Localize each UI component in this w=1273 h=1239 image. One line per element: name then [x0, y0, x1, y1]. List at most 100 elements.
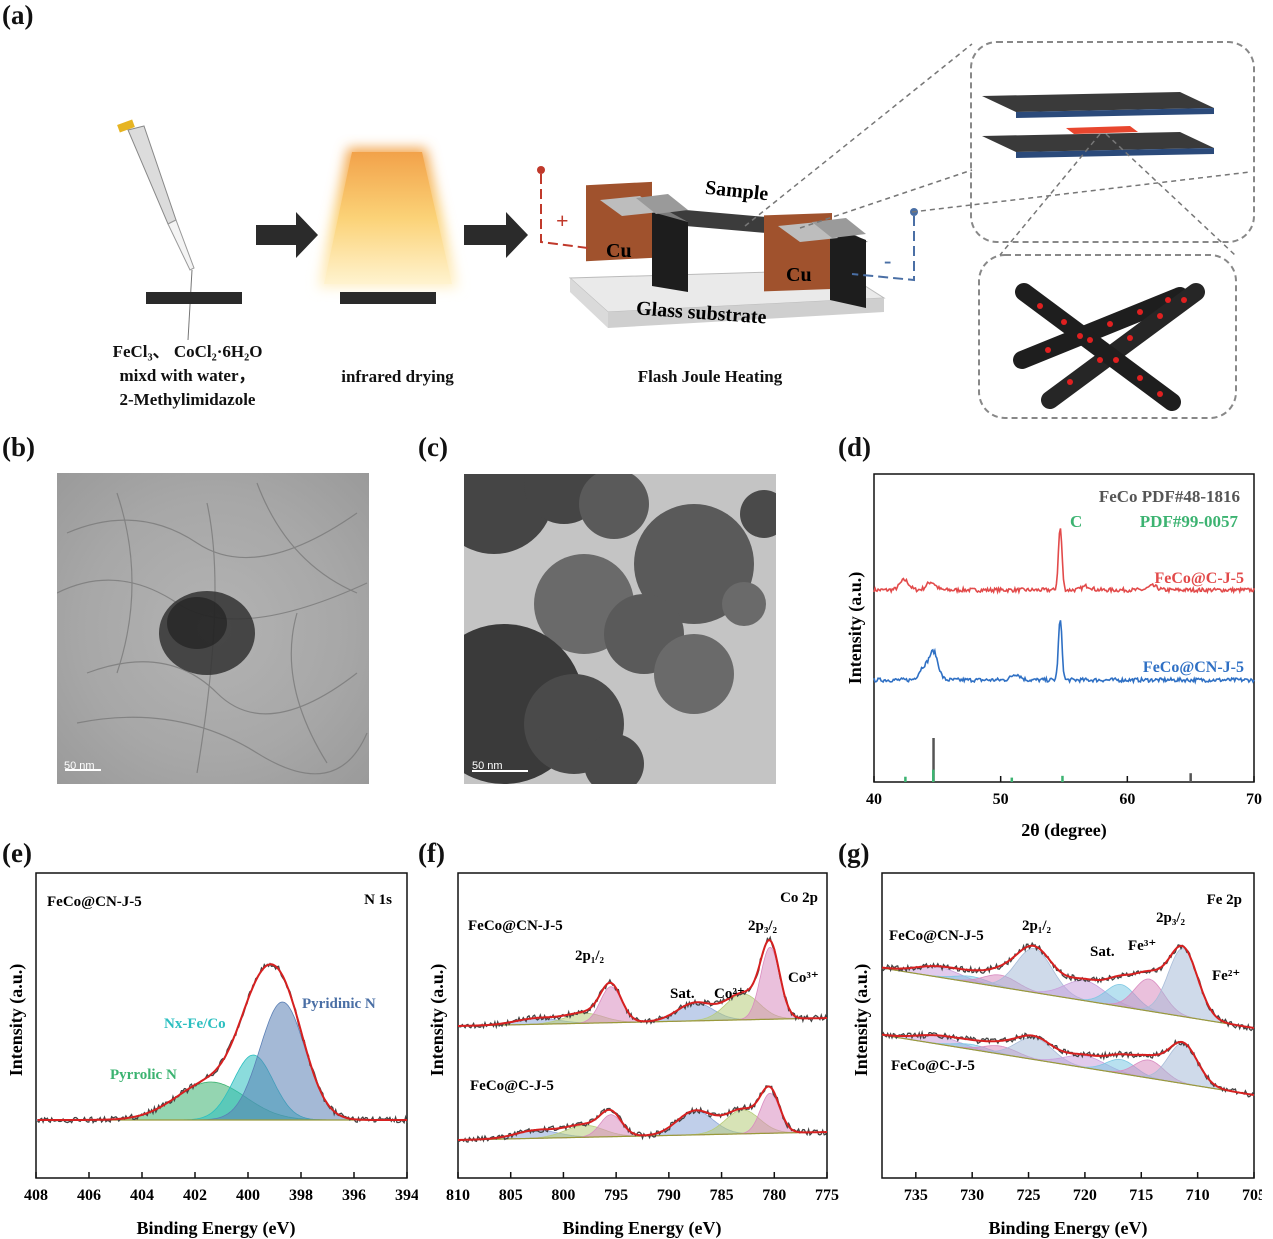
x-tick-label: 710	[1186, 1187, 1210, 1204]
xps-fe-curves	[881, 941, 1255, 1098]
panel-label-e: (e)	[2, 838, 32, 868]
cu-electrode-left-icon	[586, 181, 688, 292]
xps-co-peak-label: Co³⁺	[788, 970, 819, 986]
step2-caption: infrared drying	[341, 367, 454, 386]
xps-fe-peak-label: 2p₁/₂	[1022, 918, 1052, 934]
panel-label-f: (f)	[418, 838, 445, 868]
xps-co2p-chart: 810 805 800 795 790 785 780 775 Co 2p FeCo@CN-J…	[427, 872, 839, 1239]
xrd-frame	[873, 473, 1255, 783]
x-tick-label: 735	[904, 1187, 928, 1204]
panel-label-d: (d)	[838, 432, 871, 462]
xps-co-x-ticks: 810 805 800 795 790 785 780 775	[446, 1172, 839, 1204]
tem-image-c	[464, 474, 776, 784]
xrd-legend-c: C	[1070, 512, 1082, 531]
xps-fe-region-label: Fe 2p	[1207, 892, 1242, 908]
carbon-paper-icon	[340, 292, 436, 304]
xps-co-peak-label: Co²⁺	[714, 986, 745, 1002]
step1-caption-line: mixd with water，	[119, 366, 256, 385]
x-tick-label: 50	[993, 791, 1009, 808]
x-tick-label: 40	[866, 791, 882, 808]
arrow-icon	[256, 212, 318, 258]
cu-electrode-right-icon	[764, 212, 868, 308]
step1-caption: FeCl₃、 CoCl₂·6H₂O mixd with water， 2-Met…	[75, 340, 300, 412]
xps-component-peak	[458, 946, 827, 1027]
xps-n-component-label: Pyridinic N	[302, 996, 376, 1012]
xps-co-peak-label: Sat.	[670, 986, 695, 1002]
x-tick-label: 70	[1246, 791, 1262, 808]
plus-sign: +	[556, 208, 569, 233]
xrd-series-label: FeCo@C-J-5	[1154, 570, 1244, 587]
xps-co-peak-label: 2p₃/₂	[748, 918, 778, 934]
xrd-series-line	[873, 620, 1255, 685]
xps-co-xlabel: Binding Energy (eV)	[562, 1218, 721, 1239]
xps-n-ylabel: Intensity (a.u.)	[6, 964, 27, 1077]
xps-co-sample-label: FeCo@CN-J-5	[468, 918, 563, 934]
scale-bar-label-b: 50 nm	[64, 760, 95, 772]
xrd-legend-feco: FeCo PDF#48-1816	[1099, 487, 1240, 506]
xps-fit-envelope-line	[37, 963, 407, 1121]
pipette-icon	[117, 119, 195, 341]
xps-n-component-label: Pyrrolic N	[110, 1067, 177, 1083]
xps-fe-peak-label: Fe³⁺	[1128, 938, 1156, 954]
xps-background-line	[881, 967, 1255, 1029]
xps-fit-envelope-line	[881, 1033, 1255, 1096]
xps-fit-envelope-line	[458, 1085, 827, 1141]
xps-fe-ylabel: Intensity (a.u.)	[851, 964, 872, 1077]
x-tick-label: 720	[1073, 1187, 1097, 1204]
xps-fit-envelope-line	[458, 939, 827, 1027]
xps-n-xlabel: Binding Energy (eV)	[136, 1218, 295, 1239]
scale-bar-label-c: 50 nm	[472, 760, 503, 772]
xps-fe-peak-label: Fe²⁺	[1212, 968, 1240, 984]
x-tick-label: 402	[183, 1187, 207, 1204]
x-tick-label: 60	[1119, 791, 1135, 808]
zoom-connectors	[744, 43, 1251, 256]
x-tick-label: 795	[604, 1187, 628, 1204]
xrd-chart: 40 50 60 70 2θ (degree) Intensity (a.u.) Fe…	[845, 473, 1262, 841]
xrd-ylabel: Intensity (a.u.)	[845, 572, 866, 685]
x-tick-label: 715	[1129, 1187, 1153, 1204]
positive-wire-icon	[537, 166, 589, 249]
electrode-layers-icon	[982, 92, 1214, 158]
panel-label-g: (g)	[838, 838, 870, 868]
xps-fe-xlabel: Binding Energy (eV)	[988, 1218, 1147, 1239]
carbon-paper-icon	[146, 292, 242, 304]
carbon-fibers-icon	[1013, 283, 1205, 411]
cu-label-right: Cu	[786, 264, 812, 286]
xps-n-curves	[36, 962, 408, 1125]
tem-image-b	[57, 473, 369, 784]
xps-background-line	[881, 1034, 1255, 1096]
xps-fe-x-ticks: 735 730 725 720 715 710 705	[904, 1172, 1262, 1204]
x-tick-label: 805	[499, 1187, 523, 1204]
panel-label-c: (c)	[418, 432, 448, 462]
x-tick-label: 780	[762, 1187, 786, 1204]
zoom-box-fibers	[978, 254, 1237, 419]
infrared-lamp-icon	[318, 148, 458, 288]
xrd-series-label: FeCo@CN-J-5	[1143, 659, 1244, 676]
xrd-x-ticks: 40 50 60 70	[866, 776, 1262, 808]
xps-fe-peak-label: Sat.	[1090, 944, 1115, 960]
x-tick-label: 725	[1017, 1187, 1041, 1204]
x-tick-label: 800	[551, 1187, 575, 1204]
x-tick-label: 730	[960, 1187, 984, 1204]
xps-co-region-label: Co 2p	[780, 890, 818, 906]
panel-label-b: (b)	[2, 432, 35, 462]
xps-fe-frame	[881, 872, 1255, 1179]
xps-n-sample-label: FeCo@CN-J-5	[47, 894, 142, 910]
x-tick-label: 810	[446, 1187, 470, 1204]
xrd-legend-c-pdf: PDF#99-0057	[1140, 512, 1239, 531]
x-tick-label: 406	[77, 1187, 101, 1204]
xps-fit-envelope-line	[881, 944, 1255, 1029]
xps-co-sample-label: FeCo@C-J-5	[470, 1078, 554, 1094]
xps-co-peak-label: 2p₁/₂	[575, 948, 605, 964]
xrd-xlabel: 2θ (degree)	[1021, 820, 1107, 841]
xps-n-frame	[35, 872, 408, 1179]
arrow-icon	[464, 212, 528, 258]
xps-n-region-label: N 1s	[364, 892, 392, 908]
tem-texture-c	[464, 474, 776, 784]
x-tick-label: 785	[710, 1187, 734, 1204]
step1-caption-line: 2-Methylimidazole	[119, 390, 256, 409]
x-tick-label: 790	[657, 1187, 681, 1204]
x-tick-label: 398	[289, 1187, 313, 1204]
x-tick-label: 394	[395, 1187, 418, 1204]
xps-fe-sample-label: FeCo@C-J-5	[891, 1058, 975, 1074]
